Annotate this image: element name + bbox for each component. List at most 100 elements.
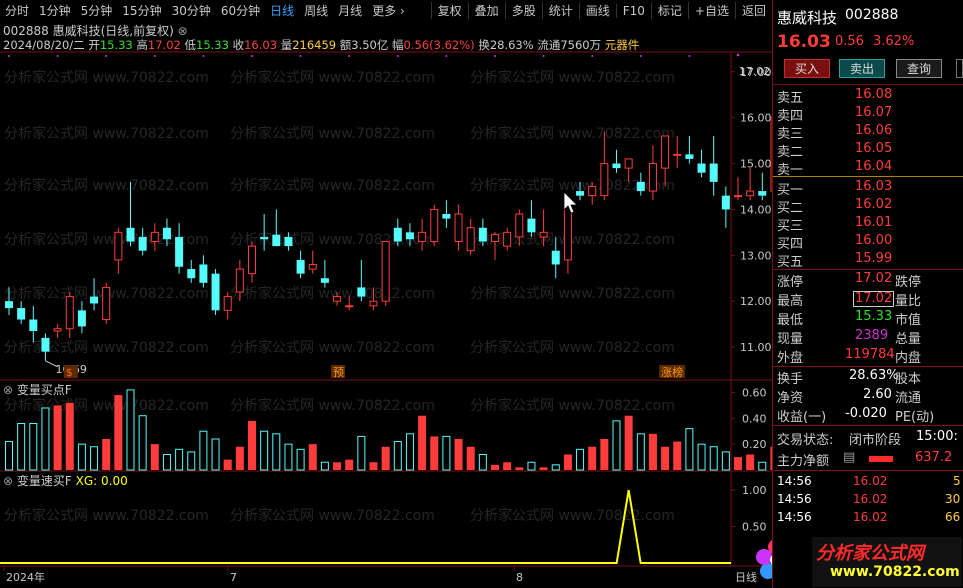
- stat-row[interactable]: 外盘 119784 内盘: [773, 347, 963, 366]
- main-flow-label: 主力净额: [777, 454, 830, 469]
- stat2-row[interactable]: 收益(一) -0.020 PE(动): [773, 406, 963, 425]
- ind1-bar: [65, 402, 74, 470]
- sell-button[interactable]: 卖出: [839, 59, 885, 78]
- event-tag-bg: [659, 365, 686, 378]
- candle-body: [515, 213, 524, 238]
- f10-button[interactable]: F10: [615, 3, 651, 18]
- period-tab-30min[interactable]: 30分钟: [171, 4, 211, 18]
- stat2-row[interactable]: 换手 28.63% 股本: [773, 368, 963, 387]
- stat-row[interactable]: 涨停 17.02 跌停: [773, 271, 963, 290]
- ind1-bar: [770, 446, 772, 470]
- menu-icon[interactable]: ▤: [843, 450, 856, 465]
- kline-chart[interactable]: 分析家公式网 www.70822.com 分析家公式网 www.70822.com…: [0, 0, 772, 588]
- stat-row[interactable]: 最低 15.33 市值: [773, 309, 963, 328]
- stat2-value: 28.63%: [849, 368, 899, 383]
- candle: [320, 259, 329, 288]
- period-more-button[interactable]: 更多 ›: [372, 4, 405, 18]
- candle-body: [114, 231, 123, 261]
- ind1-tick-label: 0.20: [742, 438, 767, 451]
- buy-level-price: 16.00: [855, 233, 893, 248]
- candle: [636, 172, 645, 196]
- ind1-bar: [539, 467, 548, 470]
- signal-dot: [251, 55, 253, 57]
- period-tab-60min[interactable]: 60分钟: [220, 4, 261, 18]
- period-tab-weekly[interactable]: 周线: [304, 4, 329, 18]
- ind1-bar: [90, 446, 99, 471]
- buy-level-row[interactable]: 买一 16.03: [773, 179, 963, 198]
- tick-row[interactable]: 14:56 16.02 66: [773, 510, 963, 529]
- event-tag-tag_s[interactable]: $: [66, 366, 73, 379]
- tick-row[interactable]: 14:56 16.02 30: [773, 492, 963, 511]
- back-button[interactable]: 返回: [734, 2, 772, 19]
- ind1-bar: [721, 451, 730, 471]
- buy-level-row[interactable]: 买三 16.01: [773, 215, 963, 234]
- candle-body: [551, 250, 560, 265]
- candle: [563, 204, 572, 274]
- chart-settings-icon[interactable]: ⊗: [177, 24, 188, 38]
- stat-row[interactable]: 现量 2389 总量: [773, 328, 963, 347]
- period-tab-monthly[interactable]: 月线: [338, 4, 363, 18]
- stock-code: 002888: [845, 7, 899, 23]
- indicator1-settings-icon[interactable]: ⊗: [3, 383, 14, 397]
- ind1-bar: [175, 448, 184, 471]
- sell-level-price: 16.04: [855, 159, 893, 174]
- ind1-bar: [29, 422, 38, 471]
- restore-button[interactable]: 复权: [430, 2, 468, 19]
- buy-level-row[interactable]: 买二 16.02: [773, 197, 963, 216]
- stat-row[interactable]: 最高 17.02 量比: [773, 290, 963, 309]
- ind1-bar: [138, 415, 147, 471]
- sell-level-row[interactable]: 卖五 16.08: [773, 87, 963, 106]
- ohlc-date: 2024/08/20/二: [3, 38, 85, 52]
- sell-level-row[interactable]: 卖三 16.06: [773, 123, 963, 142]
- candle: [770, 117, 772, 192]
- stat2-row[interactable]: 净资 2.60 流通: [773, 387, 963, 406]
- period-tab-5min[interactable]: 5分钟: [80, 4, 113, 18]
- indicator2-settings-icon[interactable]: ⊗: [3, 474, 14, 488]
- sell-level-row[interactable]: 卖一 16.04: [773, 159, 963, 178]
- period-tab-fenshi[interactable]: 分时: [5, 4, 30, 18]
- buy-level-row[interactable]: 买五 15.99: [773, 251, 963, 270]
- period-tab-daily[interactable]: 日线: [270, 4, 295, 18]
- watermark-text: 分析家公式网 www.70822.com: [470, 507, 675, 524]
- draw-line-button[interactable]: 画线: [578, 2, 616, 19]
- buy-button[interactable]: 买入: [784, 59, 830, 78]
- ind1-bar: [758, 461, 767, 471]
- watermark-text: 分析家公式网 www.70822.com: [4, 125, 209, 142]
- candle-body: [454, 213, 463, 243]
- stock-name-row: 惠威科技 002888: [773, 7, 963, 27]
- candle: [345, 296, 354, 311]
- event-tag-tag_yu[interactable]: 预: [333, 366, 344, 379]
- candle-body: [576, 191, 585, 196]
- time-tick-label: 2024年: [6, 570, 45, 584]
- query-button[interactable]: 查询: [896, 59, 942, 78]
- stat-label: 最高: [777, 294, 804, 309]
- price-change: 0.56: [835, 34, 864, 49]
- multi-stock-button[interactable]: 多股: [504, 2, 542, 19]
- watermark-text: 分析家公式网 www.70822.com: [470, 125, 675, 142]
- tick-price: 16.02: [853, 510, 888, 524]
- mark-button[interactable]: 标记: [650, 2, 688, 19]
- ind1-bar: [612, 420, 621, 471]
- signal-dot: [202, 55, 205, 57]
- buy-level-row[interactable]: 买四 16.00: [773, 233, 963, 252]
- overlay-button[interactable]: 叠加: [467, 2, 505, 19]
- sector-link[interactable]: 元器件: [604, 38, 640, 52]
- scroll-handle[interactable]: [956, 59, 963, 78]
- sell-level-row[interactable]: 卖二 16.05: [773, 141, 963, 160]
- watermark-text: 分析家公式网 www.70822.com: [230, 507, 435, 524]
- chart-title-text: 002888 惠威科技(日线,前复权): [3, 24, 174, 38]
- add-watchlist-button[interactable]: +自选: [687, 2, 735, 19]
- stats-button[interactable]: 统计: [541, 2, 579, 19]
- candle: [369, 287, 378, 311]
- period-tab-1min[interactable]: 1分钟: [39, 4, 71, 18]
- candle-body: [648, 163, 657, 192]
- period-tab-15min[interactable]: 15分钟: [122, 4, 162, 18]
- tick-row[interactable]: 14:56 16.02 5: [773, 474, 963, 493]
- candle: [491, 232, 499, 260]
- stat-right-label: 跌停: [895, 275, 922, 290]
- site-logo: [752, 533, 772, 588]
- sell-level-row[interactable]: 卖四 16.07: [773, 105, 963, 124]
- candle: [758, 172, 767, 201]
- event-tag-tag_zb[interactable]: 涨榜: [661, 365, 683, 379]
- tick-price: 16.02: [853, 474, 888, 488]
